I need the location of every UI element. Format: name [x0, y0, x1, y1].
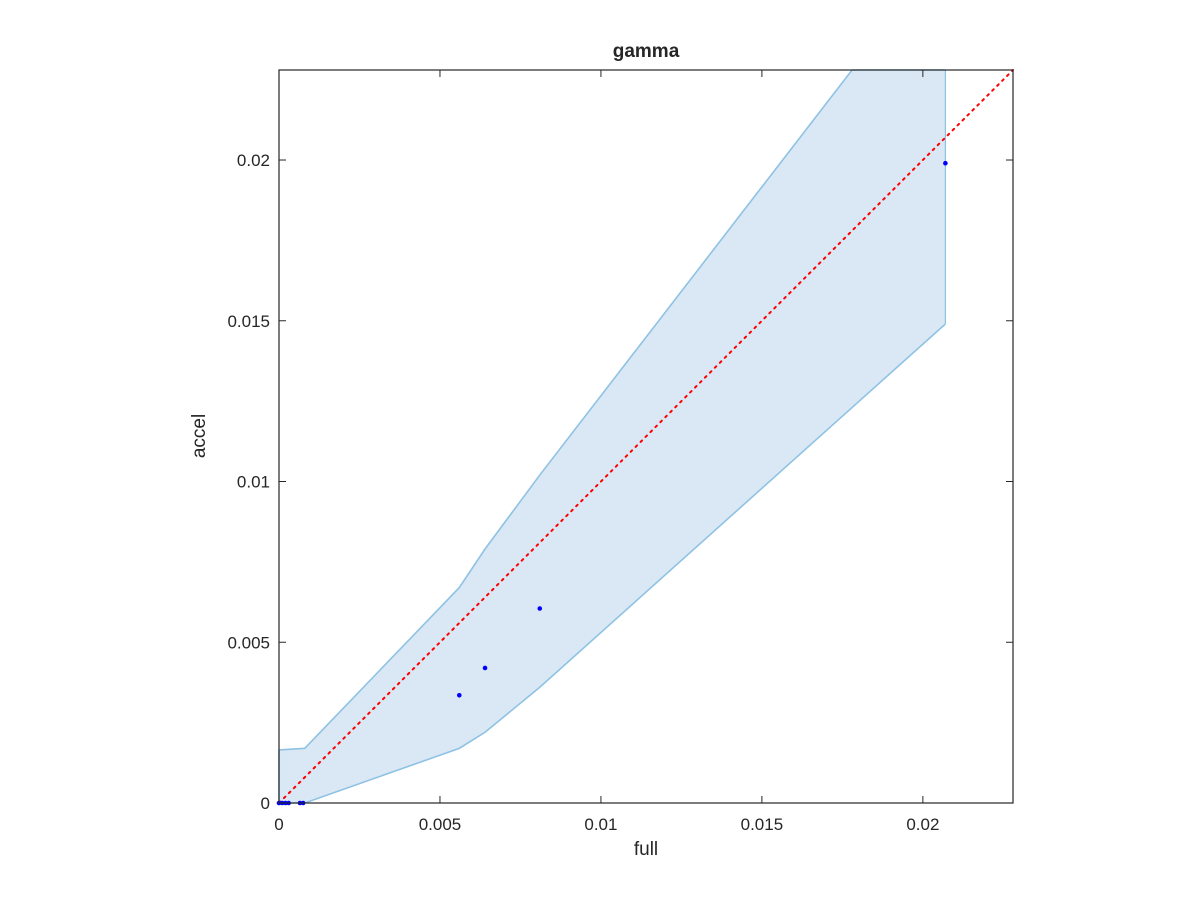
x-tick-label: 0.01 [584, 815, 617, 834]
identity-line [278, 69, 1014, 804]
y-axis-label: accel [189, 414, 210, 458]
confidence-band [279, 70, 946, 803]
data-point [537, 606, 543, 611]
chart-title: gamma [613, 41, 680, 62]
x-tick-label: 0.015 [741, 815, 784, 834]
data-point [456, 693, 462, 698]
axes-box [278, 69, 1014, 804]
x-axis-label: full [634, 839, 658, 860]
y-tick-label: 0 [261, 794, 270, 813]
y-tick-label: 0.015 [227, 312, 270, 331]
y-tick-label: 0.02 [237, 151, 270, 170]
x-tick-label: 0 [274, 815, 283, 834]
x-tick-label: 0.02 [906, 815, 939, 834]
ticks: 0 0.005 0.01 0.015 0.02 0 0.005 0.01 0.015 0.02 [227, 70, 1013, 834]
y-tick-label: 0.005 [227, 633, 270, 652]
x-tick-label: 0.005 [419, 815, 462, 834]
data-point [482, 665, 488, 671]
data-point [943, 160, 948, 166]
y-tick-label: 0.01 [237, 473, 270, 492]
